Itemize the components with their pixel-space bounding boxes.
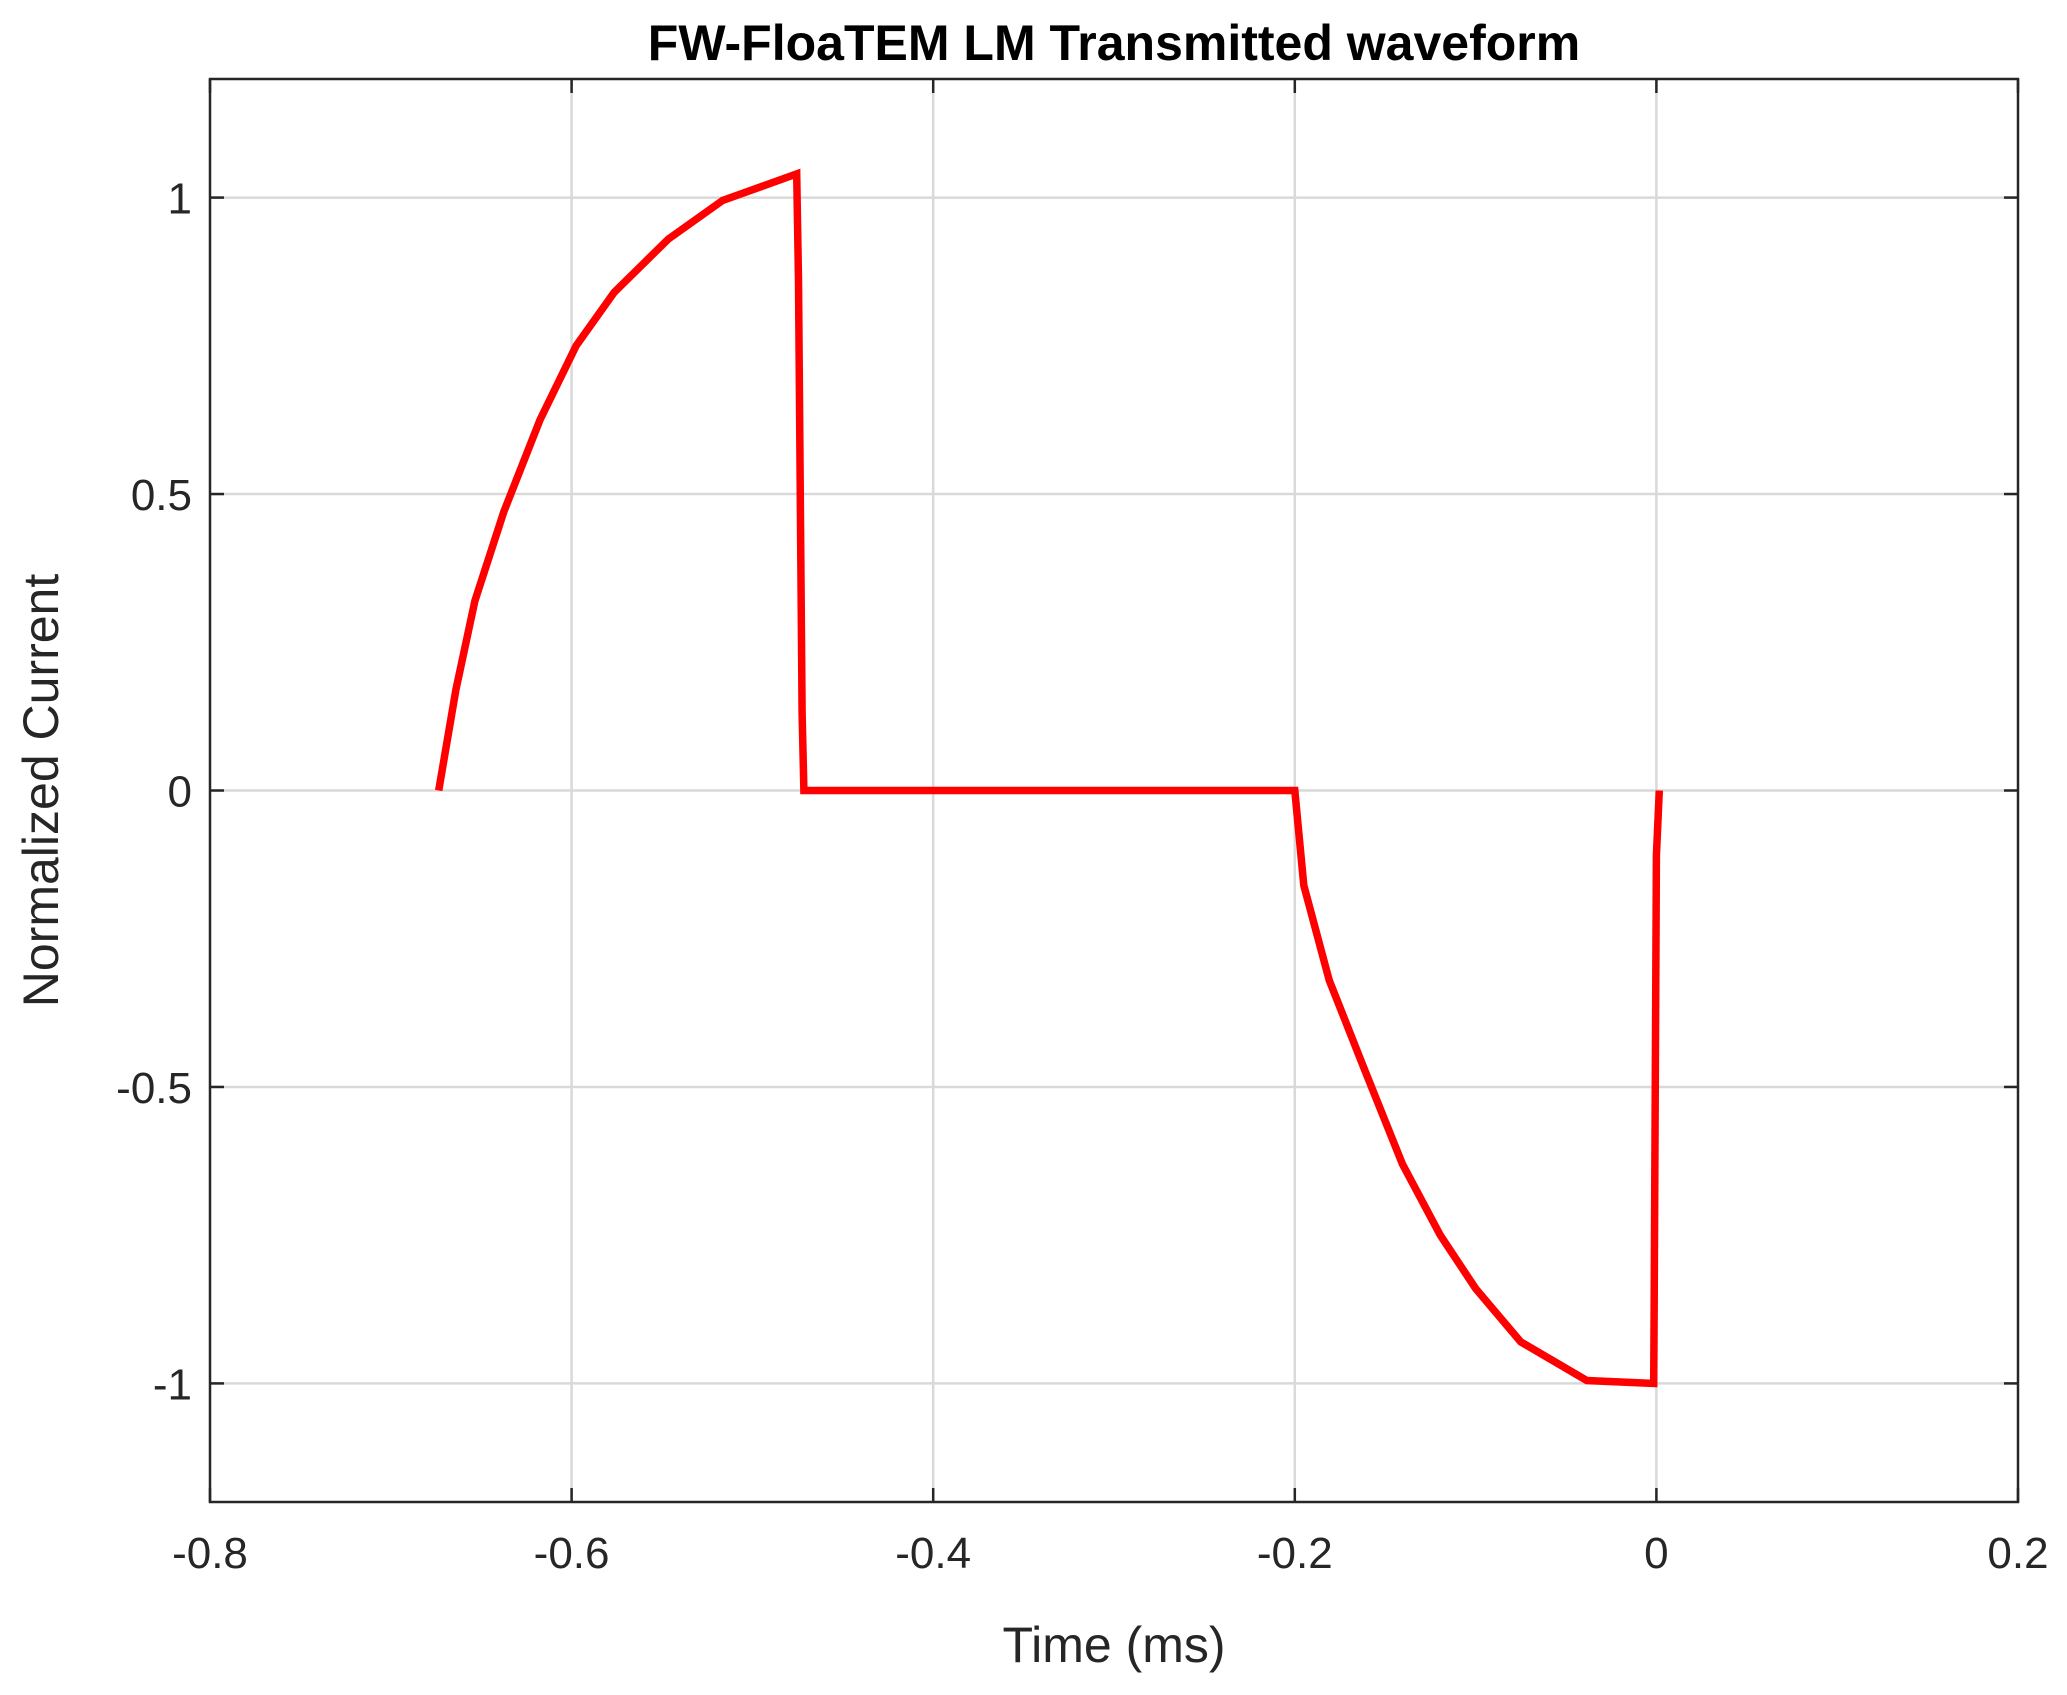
y-tick-label: -1 bbox=[153, 1360, 192, 1409]
tick-marks bbox=[208, 79, 2020, 1502]
x-tick-label: -0.4 bbox=[895, 1529, 971, 1578]
y-tick-label: 0.5 bbox=[131, 471, 192, 520]
series-layer bbox=[435, 168, 1664, 1388]
x-tick-label: -0.8 bbox=[172, 1529, 248, 1578]
y-tick-labels: -1 -0.5 0 0.5 1 bbox=[116, 175, 192, 1410]
x-tick-label: -0.6 bbox=[534, 1529, 610, 1578]
x-tick-label: 0 bbox=[1644, 1529, 1668, 1578]
series-line-0 bbox=[435, 168, 1664, 1388]
y-tick-label: -0.5 bbox=[116, 1064, 192, 1113]
y-tick-label: 1 bbox=[168, 175, 192, 224]
y-tick-label: 0 bbox=[168, 768, 192, 817]
x-axis-label: Time (ms) bbox=[1002, 1617, 1225, 1673]
y-axis-label: Normalized Current bbox=[13, 574, 69, 1008]
x-tick-label: 0.2 bbox=[1987, 1529, 2048, 1578]
chart-title: FW-FloaTEM LM Transmitted waveform bbox=[648, 15, 1580, 71]
x-tick-labels: -0.8 -0.6 -0.4 -0.2 0 0.2 bbox=[172, 1529, 2049, 1578]
x-tick-label: -0.2 bbox=[1257, 1529, 1333, 1578]
